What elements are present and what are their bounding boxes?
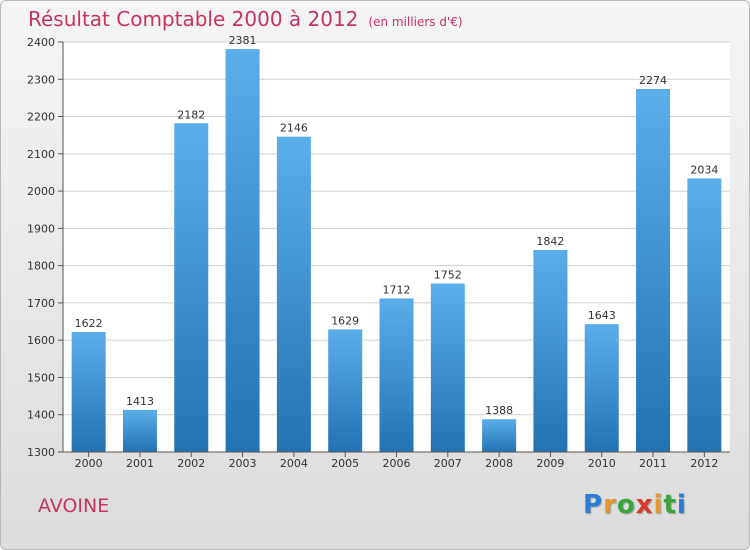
y-tick-label: 1900	[27, 222, 55, 235]
bar-value-label: 2274	[639, 74, 667, 87]
y-tick-label: 1500	[27, 371, 55, 384]
logo-letter: i	[653, 490, 664, 520]
x-tick-label: 2007	[434, 457, 462, 470]
x-tick-label: 2005	[331, 457, 359, 470]
bar-2005	[328, 329, 363, 452]
x-tick-label: 2003	[229, 457, 257, 470]
bar-2009	[533, 249, 568, 452]
title-unit: (en milliers d'€)	[368, 15, 463, 29]
bars: 1622 1413 2182 2381 2146 1629 1712 1752 1388 1842…	[71, 34, 722, 453]
logo-letter: o	[616, 490, 636, 520]
bar-value-label: 2381	[229, 34, 257, 47]
bar-value-label: 1752	[434, 269, 462, 282]
bar-2001	[122, 409, 157, 452]
logo-letter: i	[676, 490, 687, 520]
bar-value-label: 1629	[331, 314, 359, 327]
commune-name: AVOINE	[38, 495, 110, 517]
bar-value-label: 1388	[485, 404, 513, 417]
bar-2002	[174, 123, 209, 452]
x-tick-label: 2009	[536, 457, 564, 470]
bar-2011	[636, 88, 671, 453]
y-tick-label: 1400	[27, 409, 55, 422]
bar-2008	[482, 419, 517, 452]
bar-value-label: 2182	[177, 108, 205, 121]
y-tick-label: 2000	[27, 185, 55, 198]
bar-value-label: 2034	[690, 163, 718, 176]
chart-title: Résultat Comptable 2000 à 2012 (en millie…	[28, 7, 463, 31]
y-tick-label: 1700	[27, 297, 55, 310]
bar-2007	[430, 283, 465, 452]
logo-letter: r	[603, 490, 617, 520]
x-axis: 2000 2001 2002 2003 2004 2005 2006 2007 2008 2009…	[63, 451, 730, 470]
bar-2000	[71, 331, 106, 452]
x-tick-label: 2011	[639, 457, 667, 470]
y-tick-label: 2300	[27, 73, 55, 86]
bar-2006	[379, 298, 414, 452]
y-tick-label: 2100	[27, 148, 55, 161]
bar-value-label: 1413	[126, 395, 154, 408]
bar-2010	[584, 324, 619, 452]
logo-letter: P	[583, 490, 604, 520]
y-tick-label: 1300	[27, 446, 55, 459]
logo-letter: x	[635, 490, 654, 520]
x-tick-label: 2004	[280, 457, 308, 470]
x-tick-label: 2012	[690, 457, 718, 470]
bar-2003	[225, 49, 260, 452]
x-tick-label: 2006	[383, 457, 411, 470]
y-tick-label: 1600	[27, 334, 55, 347]
bar-2004	[276, 136, 311, 452]
title-text: Résultat Comptable 2000 à 2012	[28, 7, 359, 31]
bar-value-label: 1643	[588, 309, 616, 322]
y-axis: 1300 1400 1500 1600 1700 1800 1900 2000 2100 2200…	[27, 36, 64, 459]
bar-value-label: 1842	[536, 235, 564, 248]
x-tick-label: 2000	[75, 457, 103, 470]
proxiti-logo: Proxiti	[583, 490, 687, 520]
logo-letter: t	[663, 490, 677, 520]
x-tick-label: 2010	[588, 457, 616, 470]
y-tick-label: 1800	[27, 260, 55, 273]
bar-value-label: 1622	[75, 317, 103, 330]
bar-value-label: 1712	[383, 283, 411, 296]
y-tick-label: 2200	[27, 111, 55, 124]
bar-2012	[687, 178, 722, 452]
x-tick-label: 2001	[126, 457, 154, 470]
bar-value-label: 2146	[280, 122, 308, 135]
x-tick-label: 2008	[485, 457, 513, 470]
x-tick-label: 2002	[177, 457, 205, 470]
y-tick-label: 2400	[27, 36, 55, 49]
